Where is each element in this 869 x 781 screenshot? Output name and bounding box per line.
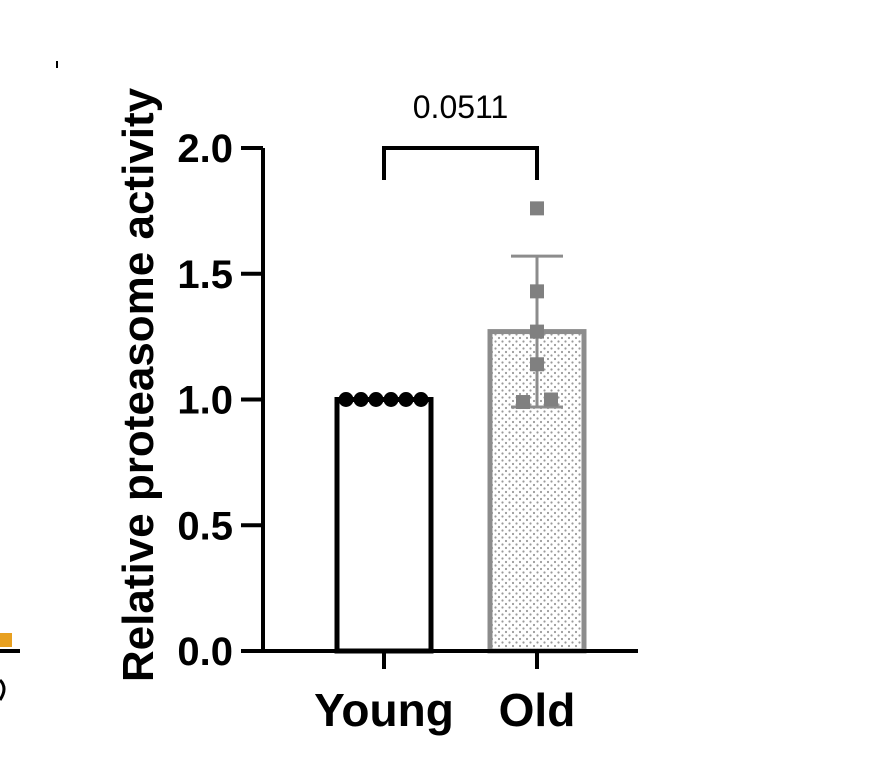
plot-area: 0.0 0.5 1.0 1.5 2.0 Young Old 0.0511	[177, 89, 638, 736]
data-point-old	[544, 392, 558, 407]
x-tick-label-old: Old	[499, 684, 576, 736]
p-value-label: 0.0511	[413, 89, 509, 125]
data-point-young	[368, 392, 384, 407]
edge-artifact-orange	[0, 633, 12, 647]
y-tick-label: 2.0	[177, 127, 233, 171]
data-point-old	[530, 324, 544, 339]
y-axis-title: Relative proteasome activity	[114, 87, 163, 682]
data-point-young	[353, 392, 369, 407]
x-tick-label-young: Young	[314, 684, 454, 736]
y-tick-label: 1.5	[177, 253, 233, 297]
data-point-young	[398, 392, 414, 407]
data-point-old	[530, 357, 544, 372]
y-tick-label: 1.0	[177, 379, 233, 423]
data-point-old	[530, 201, 544, 216]
data-point-young	[413, 392, 429, 407]
edge-artifact-curve	[0, 678, 6, 701]
bar-young	[334, 397, 434, 654]
data-point-young	[338, 392, 354, 407]
data-point-young	[383, 392, 399, 407]
data-point-old	[516, 395, 530, 410]
y-tick-label: 0.0	[177, 630, 233, 674]
significance-bracket	[382, 146, 539, 180]
data-point-old	[530, 284, 544, 299]
y-tick-label: 0.5	[177, 504, 233, 548]
